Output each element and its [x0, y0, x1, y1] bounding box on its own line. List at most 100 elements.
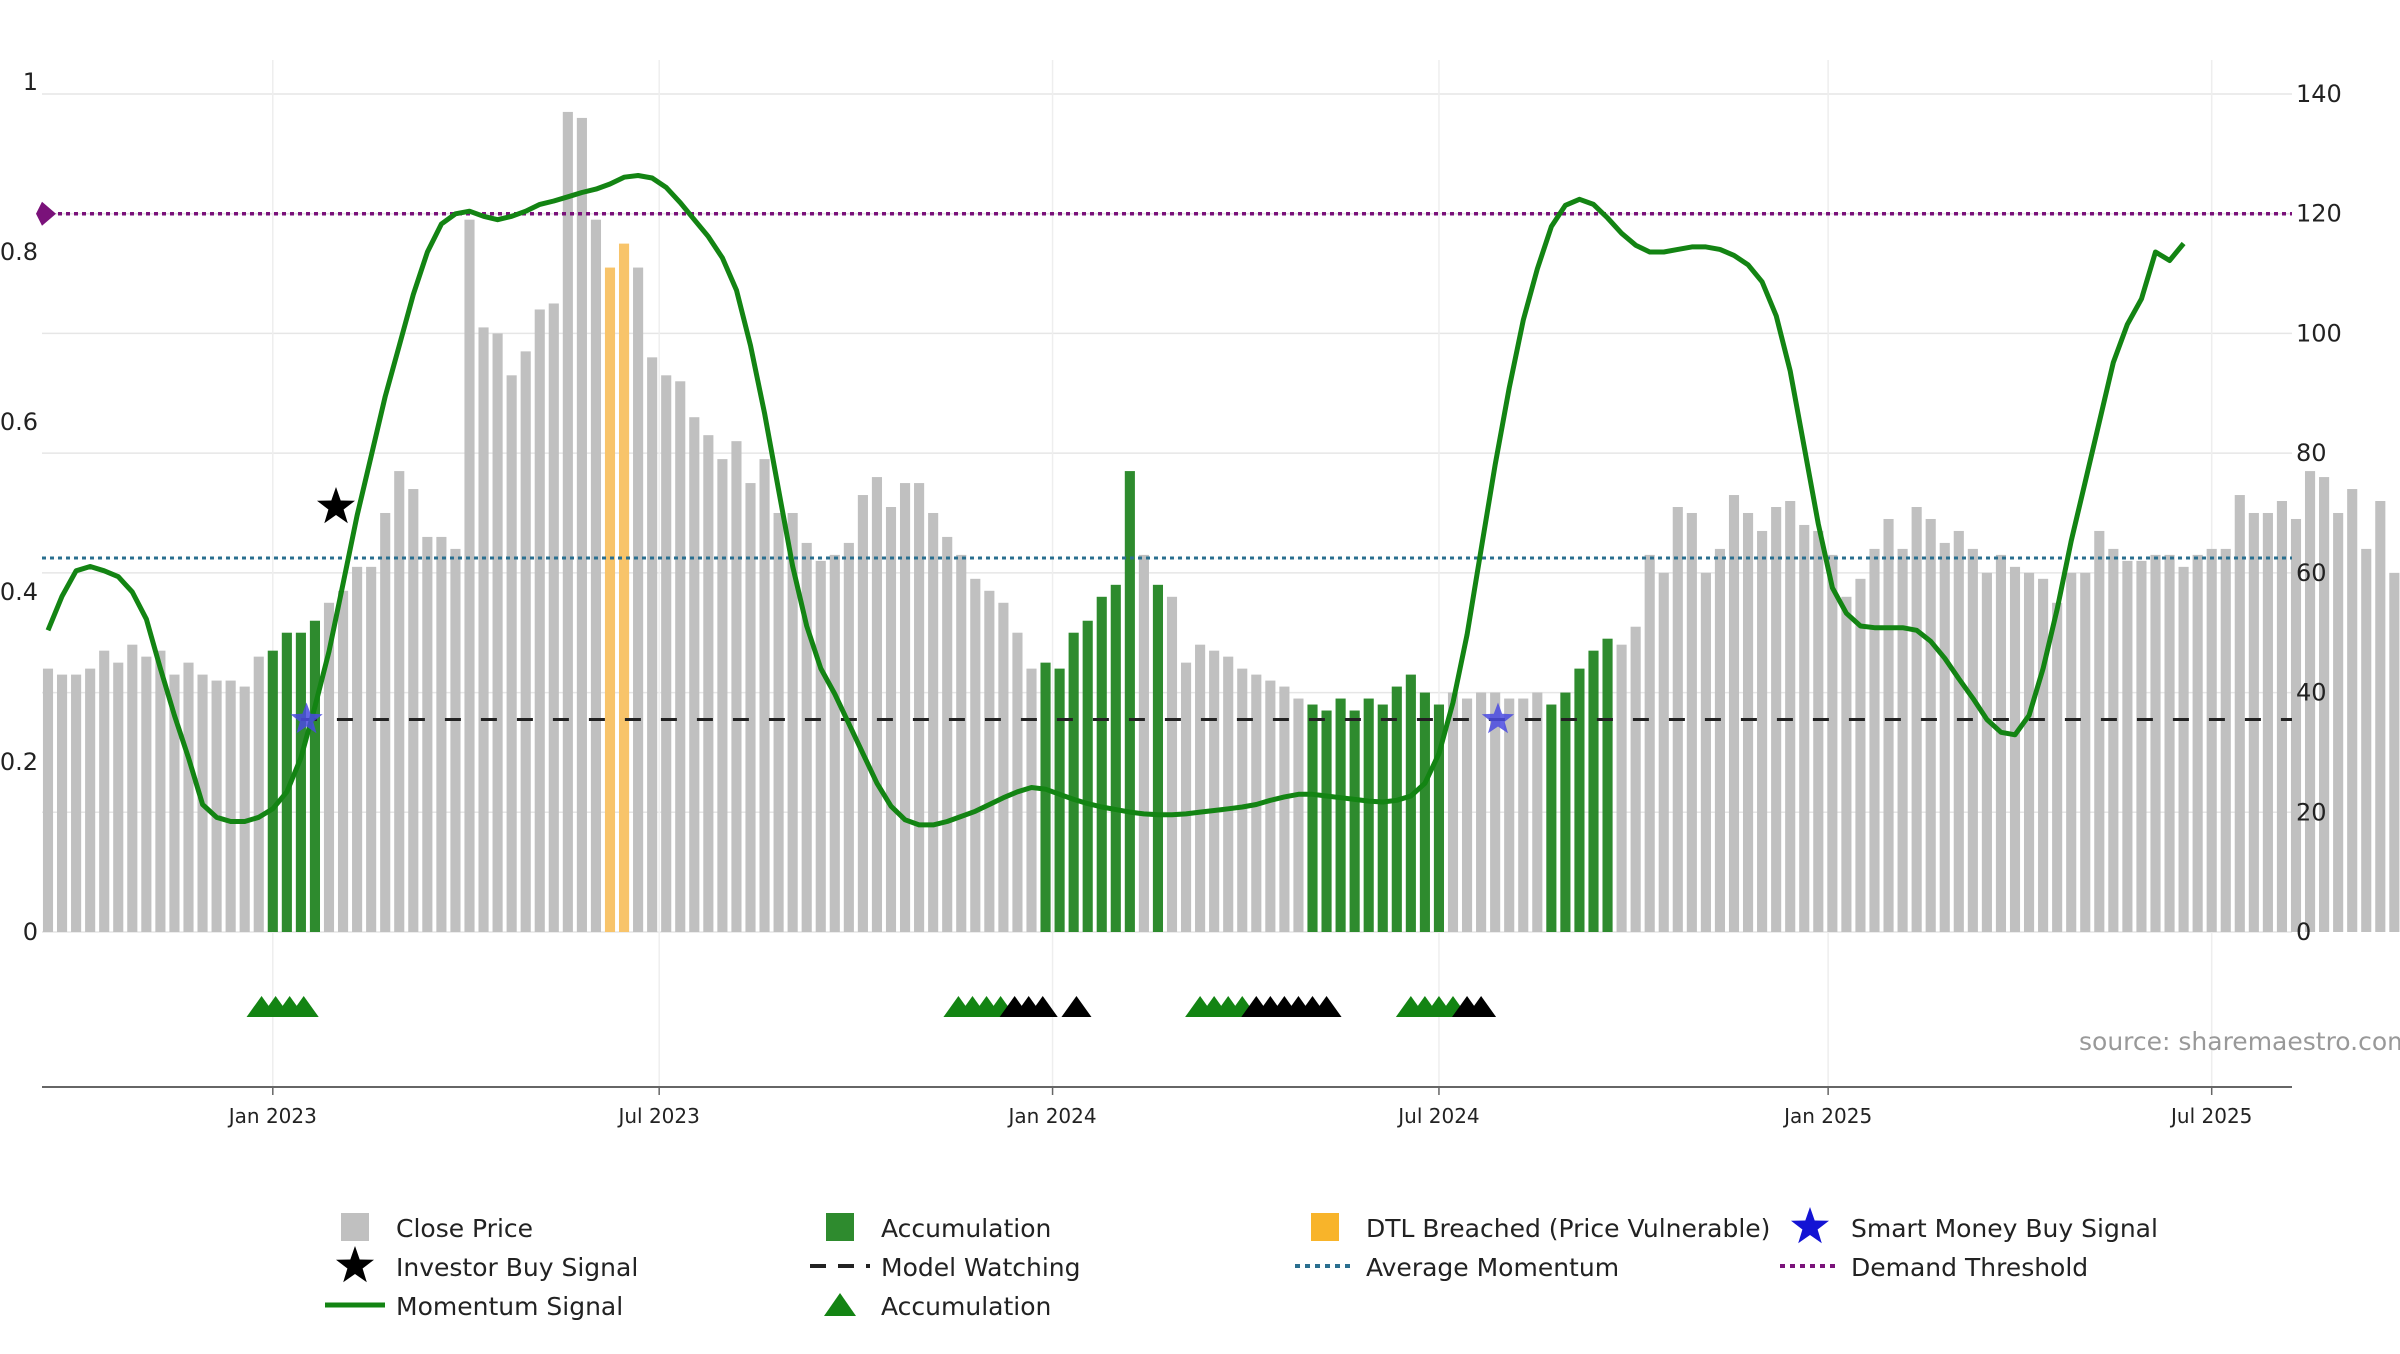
close-price-bar-28: [436, 536, 447, 932]
close-price-bar-106: [1532, 692, 1543, 932]
left-axis-tick-4: 0.8: [0, 238, 38, 266]
close-price-bar-9: [169, 674, 180, 932]
close-price-bar-29: [450, 548, 461, 932]
close-price-bar-4: [99, 650, 110, 932]
close-price-bar-47: [703, 435, 714, 932]
close-price-bar-122: [1757, 530, 1768, 932]
close-price-bar-140: [2009, 566, 2021, 932]
right-axis-tick-1: 20: [2296, 798, 2327, 826]
close-price-bar-123: [1771, 507, 1782, 932]
close-price-bar-70: [1026, 668, 1037, 932]
accumulation-bar-72: [1054, 668, 1065, 932]
close-price-bar-155: [2220, 548, 2231, 932]
close-price-bar-162: [2319, 477, 2330, 932]
close-price-bar-12: [211, 680, 222, 932]
x-axis-tick-1: Jul 2023: [616, 1104, 699, 1128]
close-price-bar-43: [647, 357, 658, 932]
close-price-bar-62: [914, 483, 925, 932]
legend-item-3: Smart Money Buy Signal: [1791, 1207, 2158, 1244]
close-price-bar-143: [2052, 602, 2063, 932]
close-price-bar-137: [1967, 548, 1978, 932]
accumulation-bar-76: [1110, 584, 1121, 932]
x-axis-tick-3: Jul 2024: [1396, 1104, 1479, 1128]
close-price-bar-126: [1813, 530, 1824, 932]
close-price-bar-31: [478, 327, 489, 932]
close-price-bar-167: [2389, 572, 2400, 932]
close-price-bar-157: [2248, 512, 2259, 932]
close-price-bar-81: [1180, 662, 1192, 932]
legend-marker-blue-star: [1791, 1207, 1829, 1244]
legend-label-5: Model Watching: [881, 1253, 1081, 1282]
close-price-bar-13: [225, 680, 236, 932]
close-price-bar-45: [675, 381, 686, 932]
close-price-bar-160: [2290, 518, 2302, 932]
close-price-bar-6: [127, 644, 138, 932]
close-price-bar-2: [71, 674, 82, 932]
legend-label-6: Average Momentum: [1366, 1253, 1619, 1282]
accumulation-bar-110: [1588, 650, 1599, 932]
left-axis-tick-1: 0.2: [0, 748, 38, 776]
legend: Close Price Accumulation DTL Breached (Pri…: [325, 1207, 2158, 1321]
x-axis-tick-5: Jul 2025: [2169, 1104, 2252, 1128]
close-price-bar-26: [408, 489, 419, 932]
close-price-bar-103: [1490, 692, 1501, 932]
close-price-bar-56: [829, 554, 840, 932]
axes-layer: 0 0.2 0.4 0.6 0.8 1 0 20 40 60 80 100 120 140 Jan 2023…: [0, 68, 2342, 1128]
accumulation-bar-17: [281, 632, 292, 932]
close-price-bar-113: [1630, 626, 1641, 932]
close-price-bar-48: [717, 459, 728, 932]
close-price-bar-53: [787, 512, 798, 932]
legend-item-5: Model Watching: [810, 1253, 1081, 1282]
close-price-bar-145: [2080, 572, 2091, 932]
close-price-bar-129: [1855, 578, 1866, 932]
close-price-bar-87: [1265, 680, 1276, 932]
close-price-bar-58: [857, 495, 868, 932]
close-price-bar-38: [576, 117, 587, 933]
close-price-bar-22: [352, 566, 363, 932]
close-price-bar-164: [2347, 489, 2358, 932]
close-price-bar-100: [1447, 692, 1459, 932]
legend-label-8: Momentum Signal: [396, 1292, 623, 1321]
close-price-bar-35: [534, 309, 545, 932]
right-axis-tick-6: 120: [2296, 200, 2342, 228]
close-price-bar-3: [85, 668, 96, 932]
close-price-bar-15: [253, 656, 264, 932]
close-price-bar-163: [2333, 512, 2344, 932]
close-price-bar-27: [422, 536, 433, 932]
close-price-bar-55: [815, 560, 826, 932]
close-price-bar-165: [2361, 548, 2372, 932]
accumulation-bar-99: [1433, 704, 1445, 932]
close-price-bar-115: [1658, 572, 1669, 932]
legend-marker-black-star: [336, 1246, 374, 1283]
close-price-bar-8: [155, 650, 166, 932]
close-price-bar-85: [1237, 668, 1248, 932]
close-price-bar-104: [1504, 698, 1515, 932]
close-price-bar-51: [759, 459, 770, 932]
close-price-bar-102: [1476, 692, 1487, 932]
right-axis-tick-7: 140: [2296, 80, 2342, 108]
legend-item-1: Accumulation: [826, 1213, 1051, 1243]
accumulation-bar-96: [1391, 686, 1402, 932]
close-price-bar-88: [1279, 686, 1290, 932]
close-price-bar-146: [2094, 530, 2105, 932]
close-price-bar-23: [366, 566, 377, 932]
close-price-bar-69: [1012, 632, 1023, 932]
close-price-bar-0: [42, 668, 54, 932]
close-price-bar-50: [745, 483, 756, 932]
close-price-bar-42: [633, 267, 644, 933]
markers-layer: [246, 487, 1515, 1017]
close-price-bar-80: [1166, 596, 1178, 932]
right-axis-tick-0: 0: [2296, 918, 2311, 946]
accumulation-bar-98: [1419, 692, 1430, 932]
accumulation-bar-97: [1405, 674, 1416, 932]
legend-item-0: Close Price: [341, 1213, 533, 1243]
close-price-bar-64: [942, 536, 953, 932]
close-price-bar-32: [492, 333, 503, 932]
legend-item-6: Average Momentum: [1295, 1253, 1619, 1282]
close-price-bar-151: [2164, 554, 2175, 932]
close-price-bar-61: [899, 483, 911, 932]
close-price-bar-33: [506, 375, 517, 933]
accumulation-bar-94: [1363, 698, 1374, 932]
accumulation-triangle-black-2: [1027, 996, 1058, 1017]
